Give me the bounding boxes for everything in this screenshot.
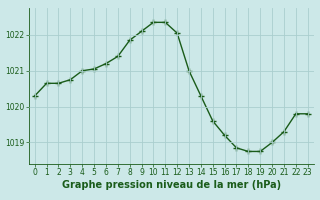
X-axis label: Graphe pression niveau de la mer (hPa): Graphe pression niveau de la mer (hPa)	[62, 180, 281, 190]
